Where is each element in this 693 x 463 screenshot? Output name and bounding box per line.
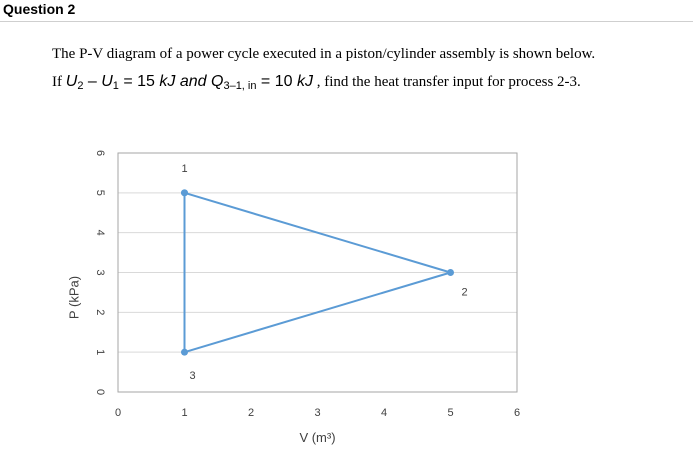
minus-sign: – (83, 73, 102, 90)
u2-symbol: U (65, 73, 78, 90)
y-tick-label: 3 (94, 269, 106, 275)
state-label: 3 (189, 370, 195, 382)
y-axis-title: P (kPa) (67, 276, 82, 319)
state-label: 2 (461, 287, 467, 299)
data-point (181, 189, 188, 197)
problem-statement: The P-V diagram of a power cycle execute… (52, 40, 682, 96)
y-tick-label: 1 (94, 349, 106, 355)
x-tick-label: 2 (248, 407, 254, 419)
y-tick-label: 6 (94, 150, 106, 156)
y-tick-label: 5 (94, 190, 106, 196)
y-tick-label: 4 (94, 230, 106, 236)
unit-kj-2: kJ (296, 73, 313, 90)
u2-subscript: 2 (77, 80, 84, 92)
equals-2: = 10 (256, 73, 297, 90)
u1-symbol: U (101, 73, 113, 90)
unit-kj-1: kJ (159, 73, 176, 90)
x-tick-label: 6 (514, 407, 520, 419)
data-point (181, 348, 188, 356)
given-equation: U2 – U1 = 15 kJ and Q3–1, in = 10 kJ (65, 73, 313, 92)
problem-line-1: The P-V diagram of a power cycle execute… (52, 46, 596, 62)
equals-1: = 15 (118, 73, 160, 90)
y-tick-label: 0 (94, 389, 106, 395)
x-tick-label: 0 (115, 407, 121, 419)
x-tick-label: 5 (447, 407, 453, 419)
question-header: Question 2 (0, 0, 693, 22)
state-label: 1 (181, 163, 187, 175)
and-word: and (175, 73, 211, 90)
x-tick-label: 4 (381, 407, 387, 419)
data-point (447, 269, 454, 276)
q-symbol: Q (211, 73, 224, 90)
q-subscript: 3–1, in (223, 80, 257, 92)
u1-subscript: 1 (112, 80, 119, 92)
question-title: Question 2 (3, 1, 76, 17)
x-tick-label: 3 (314, 407, 320, 419)
x-axis-title: V (m³) (299, 430, 335, 445)
cycle-segment (184, 191, 451, 274)
plot-area-border (117, 152, 518, 393)
problem-line-2: If U2 – U1 = 15 kJ and Q3–1, in = 10 kJ … (52, 68, 682, 96)
line2-prefix: If (52, 74, 66, 90)
x-tick-label: 1 (181, 407, 187, 419)
line2-suffix: , find the heat transfer input for proce… (312, 74, 581, 90)
y-tick-label: 2 (94, 309, 106, 315)
cycle-segment (184, 271, 451, 354)
